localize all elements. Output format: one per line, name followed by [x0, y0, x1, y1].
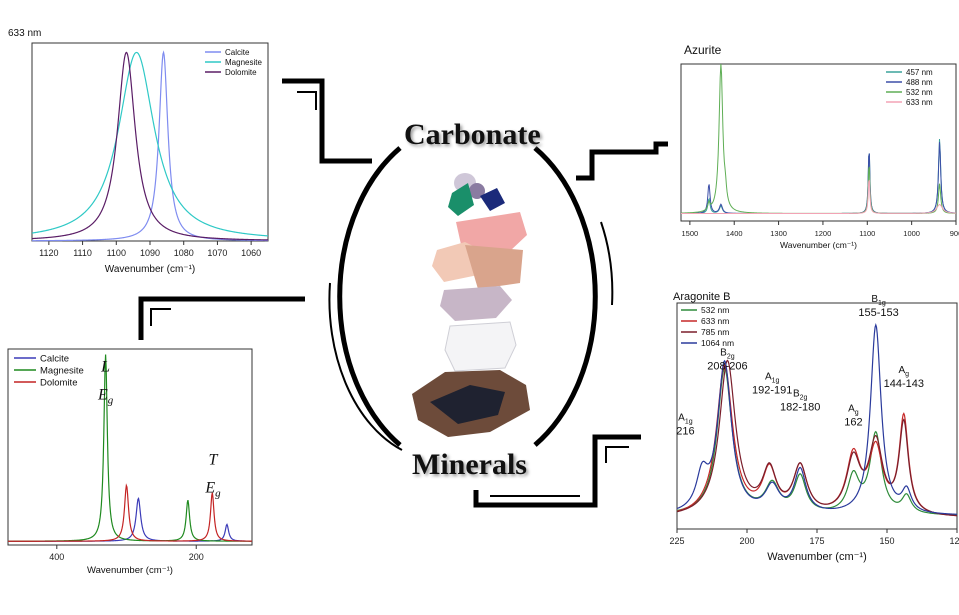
- chart-carbonates: 400 200 Wavenumber (cm⁻¹) CalciteMagnesiteD…: [7, 348, 253, 576]
- annotation-2: T: [209, 452, 219, 469]
- plot-frame: [676, 302, 958, 530]
- x-tick-label-3: 1200: [815, 229, 832, 238]
- center-title-top: Carbonate: [404, 118, 541, 151]
- series-line-0: [32, 50, 269, 242]
- legend-label-0: Calcite: [40, 353, 69, 364]
- x-tick-label-2: 175: [809, 536, 824, 546]
- legend-label-2: Dolomite: [40, 377, 78, 388]
- peak-value-0: 216: [676, 425, 694, 437]
- annotation-0: L: [100, 358, 110, 375]
- peak-mode-6: Ag: [899, 365, 910, 378]
- x-tick-label-0: 225: [669, 536, 684, 546]
- peak-mode-4: Ag: [848, 404, 859, 417]
- plot-frame: [7, 348, 253, 546]
- plot-frame: [680, 63, 957, 222]
- series-line-1: [31, 51, 269, 237]
- connector-aragonite: [473, 434, 641, 508]
- x-tick-label-2: 1300: [770, 229, 787, 238]
- chart-aragonite: Aragonite B 225 200 175 150 125 Wavenumber (cm…: [669, 291, 959, 563]
- chart-panel-azurite: Azurite 1500 1400 1300 1200 1100 1000 900 Wavenu…: [668, 38, 959, 256]
- chart-633nm: 633 nm 1120 1110 1100 1090 1080 1070 1060 Wavenu…: [8, 28, 269, 275]
- x-tick-label-4: 1100: [859, 229, 875, 238]
- series-line-2: [676, 359, 958, 517]
- x-tick-label-6: 900: [950, 229, 959, 238]
- x-tick-label-1: 200: [189, 552, 204, 562]
- series-line-2: [31, 51, 269, 241]
- x-axis-label: Wavenumber (cm⁻¹): [780, 240, 857, 250]
- x-tick-label-5: 1070: [207, 248, 227, 258]
- legend-label-3: 633 nm: [906, 98, 933, 107]
- series-line-3: [681, 180, 957, 215]
- legend-label-2: Dolomite: [225, 68, 257, 77]
- connector-633nm: [282, 78, 372, 164]
- center-title-bottom: Minerals: [412, 448, 527, 481]
- x-tick-label-4: 1080: [174, 248, 194, 258]
- x-tick-label-0: 400: [49, 552, 64, 562]
- x-tick-label-0: 1120: [39, 248, 58, 258]
- chart-title: Azurite: [684, 43, 722, 57]
- connector-carbonates: [138, 296, 305, 340]
- chart-panel-carbonates: 400 200 Wavenumber (cm⁻¹) Calcite Magnesite D…: [0, 343, 258, 585]
- legend-label-0: 532 nm: [701, 305, 729, 315]
- outer-ring-right: [533, 146, 598, 447]
- legend-label-0: 457 nm: [906, 68, 933, 77]
- peak-value-2: 192-191: [752, 384, 792, 396]
- legend-label-3: 1064 nm: [701, 338, 734, 348]
- legend-label-0: Calcite: [225, 48, 250, 57]
- peak-value-4: 162: [844, 417, 862, 429]
- peak-value-3: 182-180: [780, 402, 820, 414]
- peak-value-1: 208-206: [707, 361, 747, 373]
- x-tick-label-1: 1110: [73, 248, 92, 258]
- chart-title: 633 nm: [8, 28, 41, 39]
- x-tick-label-4: 125: [949, 536, 959, 546]
- x-axis-label: Wavenumber (cm⁻¹): [87, 565, 173, 576]
- x-tick-label-3: 150: [879, 536, 894, 546]
- outer-ring-left: [337, 146, 402, 447]
- x-tick-label-1: 1400: [726, 229, 743, 238]
- x-tick-label-1: 200: [739, 536, 754, 546]
- legend-label-1: 633 nm: [701, 316, 729, 326]
- legend-label-2: 785 nm: [701, 327, 729, 337]
- x-tick-label-2: 1100: [107, 248, 126, 258]
- x-tick-label-5: 1000: [903, 229, 920, 238]
- x-tick-label-3: 1090: [140, 248, 160, 258]
- x-tick-label-6: 1060: [241, 248, 261, 258]
- peak-value-5: 155-153: [858, 307, 898, 319]
- x-axis-label: Wavenumber (cm⁻¹): [105, 264, 195, 275]
- connector-azurite: [576, 141, 668, 181]
- legend-label-1: Magnesite: [225, 58, 262, 67]
- x-axis-label: Wavenumber (cm⁻¹): [767, 551, 867, 563]
- legend-label-2: 532 nm: [906, 88, 933, 97]
- legend-label-1: 488 nm: [906, 78, 933, 87]
- mineral-stack-image: [412, 173, 530, 437]
- chart-panel-aragonite: Aragonite B 225 200 175 150 125 Wavenumber (cm…: [667, 283, 959, 575]
- chart-title: Aragonite B: [673, 291, 730, 303]
- peak-value-6: 144-143: [884, 378, 924, 390]
- inner-arc-right: [600, 221, 614, 306]
- series-line-0: [676, 367, 958, 516]
- series-line-3: [676, 322, 958, 515]
- chart-azurite: Azurite 1500 1400 1300 1200 1100 1000 900 Wavenu…: [680, 43, 959, 250]
- legend-label-1: Magnesite: [40, 365, 84, 376]
- inner-arc-left: [328, 282, 403, 451]
- x-tick-label-0: 1500: [682, 229, 699, 238]
- chart-panel-633nm: 633 nm 1120 1110 1100 1090 1080 1070 1060 Wavenu…: [0, 0, 272, 280]
- series-line-2: [8, 483, 252, 542]
